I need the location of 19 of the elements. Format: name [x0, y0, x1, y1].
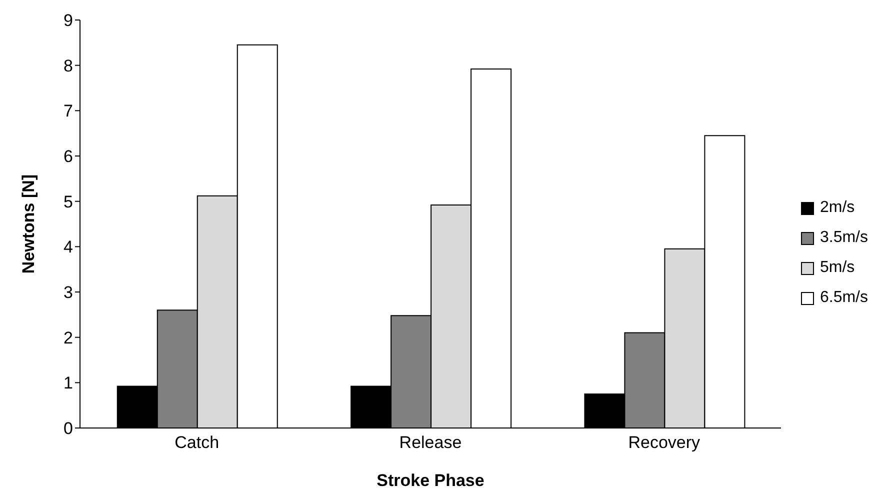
- x-tick-label: Release: [399, 433, 462, 452]
- y-tick-label: 6: [64, 147, 73, 166]
- y-tick-label: 1: [64, 374, 73, 393]
- x-axis-title: Stroke Phase: [376, 471, 484, 490]
- y-tick-label: 8: [64, 56, 73, 76]
- y-tick-label: 2: [64, 328, 73, 348]
- legend-label: 2m/s: [820, 199, 855, 217]
- y-tick-label: 4: [64, 238, 73, 257]
- x-tick-label: Catch: [174, 433, 220, 452]
- legend-label: 6.5m/s: [820, 289, 868, 307]
- legend-label: 5m/s: [820, 259, 855, 277]
- y-axis-title: Newtons [N]: [19, 174, 38, 274]
- x-tick-label: Recovery: [628, 433, 701, 452]
- legend-label: 3.5m/s: [820, 229, 868, 247]
- y-tick-label: 7: [64, 102, 73, 121]
- y-tick-label: 5: [64, 192, 73, 212]
- y-tick-label: 0: [64, 419, 73, 438]
- y-tick-label: 3: [64, 283, 73, 302]
- y-tick-label: 9: [64, 11, 73, 30]
